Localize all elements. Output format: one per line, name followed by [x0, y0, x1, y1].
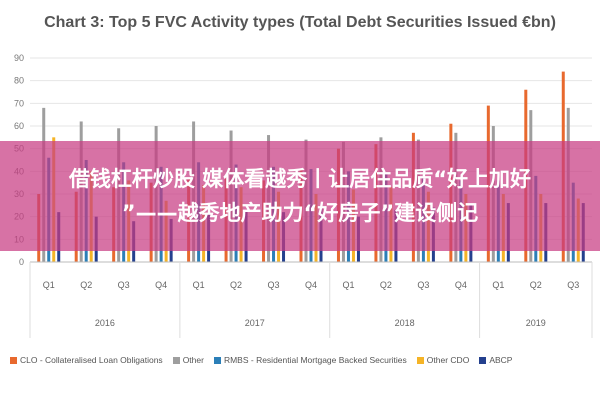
legend-swatch — [416, 356, 424, 364]
overlay-text: 借钱杠杆炒股 媒体看越秀丨让居住品质“好上加好 ”——越秀地产助力“好房子”建设… — [14, 162, 586, 230]
x-tick-label: Q3 — [417, 280, 429, 290]
legend-item: Other — [172, 355, 204, 365]
legend-label: Other CDO — [426, 355, 470, 365]
y-tick-label: 70 — [14, 98, 24, 108]
x-group-label: 2018 — [395, 318, 415, 328]
overlay-line-1: 借钱杠杆炒股 媒体看越秀丨让居住品质“好上加好 — [68, 167, 532, 191]
x-tick-label: Q2 — [530, 280, 542, 290]
x-tick-label: Q1 — [193, 280, 205, 290]
legend-swatch — [10, 356, 17, 364]
y-tick-label: 60 — [14, 121, 24, 131]
x-axis: Q1 Q2 Q3 Q4 Q1 Q2 Q3 Q4 Q1 Q2 Q3 Q4 Q1 Q2 Q3 2016 2017 20… — [29, 261, 593, 338]
legend-label: RMBS - Residential Mortgage Backed Secur… — [223, 355, 407, 365]
legend-item: CLO - Collateralised Loan Obligations — [10, 355, 163, 365]
legend-swatch — [213, 356, 221, 364]
x-tick-label: Q1 — [43, 280, 55, 290]
x-tick-label: Q4 — [305, 280, 317, 290]
x-tick-label: Q1 — [492, 280, 504, 290]
x-tick-label: Q2 — [80, 280, 92, 290]
x-group-label: 2017 — [245, 318, 265, 328]
x-tick-label: Q3 — [567, 280, 579, 290]
legend-item: ABCP — [479, 355, 512, 365]
x-group-label: 2019 — [526, 318, 546, 328]
overlay-line-2: ”——越秀地产助力“好房子”建设侧记 — [121, 201, 479, 225]
legend-item: Other CDO — [416, 355, 470, 365]
y-tick-label: 0 — [19, 257, 24, 267]
legend-swatch — [172, 356, 180, 364]
legend-label: CLO - Collateralised Loan Obligations — [20, 355, 163, 365]
x-tick-label: Q2 — [380, 280, 392, 290]
legend-item: RMBS - Residential Mortgage Backed Secur… — [213, 355, 407, 365]
x-tick-label: Q4 — [155, 280, 167, 290]
x-tick-label: Q3 — [118, 280, 130, 290]
legend-label: Other — [182, 355, 204, 365]
legend-swatch — [479, 356, 487, 364]
legend-label: ABCP — [489, 355, 513, 365]
x-tick-label: Q3 — [268, 280, 280, 290]
legend: CLO - Collateralised Loan Obligations Oth… — [10, 349, 595, 371]
y-tick-label: 80 — [14, 76, 24, 86]
x-group-label: 2016 — [95, 318, 115, 328]
x-tick-label: Q4 — [455, 280, 467, 290]
y-tick-label: 90 — [14, 53, 24, 63]
x-tick-label: Q1 — [342, 280, 354, 290]
overlay-banner — [0, 141, 600, 251]
x-tick-label: Q2 — [230, 280, 242, 290]
chart-title: Chart 3: Top 5 FVC Activity types (Total… — [44, 14, 556, 31]
